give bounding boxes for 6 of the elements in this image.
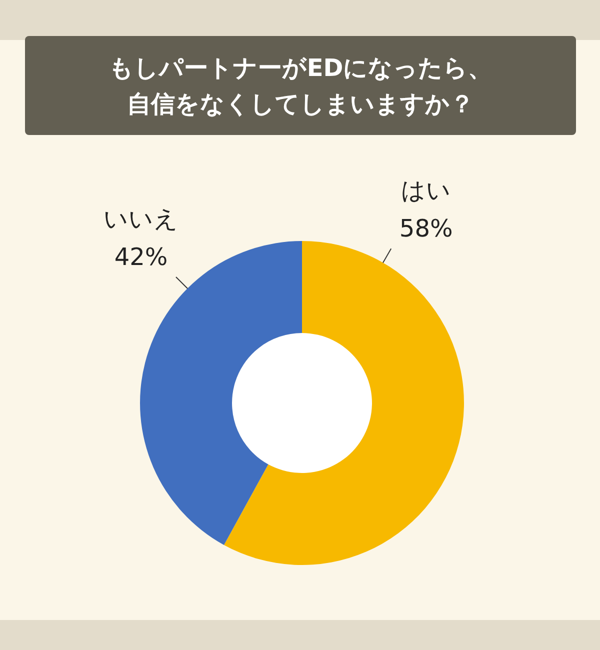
slice-label: はい: [401, 176, 452, 205]
slice-label: いいえ: [103, 204, 178, 233]
data-label: 58%: [399, 214, 453, 243]
donut-slice: [224, 241, 464, 565]
chart-title: もしパートナーがEDになったら、自信をなくしてしまいますか？: [108, 52, 494, 120]
data-label: 42%: [114, 242, 168, 271]
